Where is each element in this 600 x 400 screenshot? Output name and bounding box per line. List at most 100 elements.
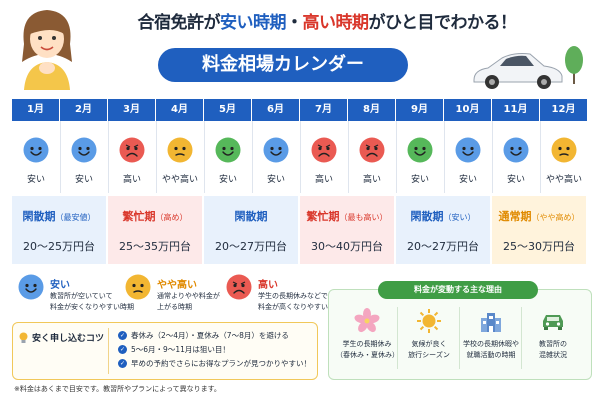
period-busy: 繁忙期（最も高い） 30～40万円台	[300, 196, 394, 264]
mascot-illustration	[16, 4, 78, 90]
tips-divider	[108, 328, 109, 374]
smile-face-icon	[71, 137, 97, 163]
title-part-0: 合宿免許が	[137, 13, 221, 33]
sad-face-icon	[311, 137, 337, 163]
legend-title: 安い	[50, 280, 70, 291]
reasons-title: 料金が変動する主な理由	[378, 281, 538, 299]
sad-face-icon	[359, 137, 385, 163]
page-title: 合宿免許が安い時期・高い時期がひと目でわかる！	[92, 8, 562, 33]
reason-label: 学校の長期休暇や 就職活動の時期	[460, 339, 522, 361]
reason-divider	[521, 307, 522, 369]
car-icon	[540, 308, 566, 334]
tip-item: 早めの予約でさらにお得なプランが見つかりやすい！	[131, 359, 311, 368]
month-header: 12月	[540, 99, 587, 121]
month-divider	[540, 121, 541, 193]
title-part-4: がひと目でわかる！	[368, 13, 518, 33]
month-price-level: やや高い	[161, 175, 198, 185]
tips-title: 安く申し込むコツ	[32, 334, 105, 344]
month-divider	[492, 121, 493, 193]
month-price-level: やや高い	[545, 175, 582, 185]
period-normal: 通常期（やや高め） 25～30万円台	[492, 196, 586, 264]
tip-item: 春休み（2～4月）・夏休み（7～8月）を避ける	[131, 331, 289, 340]
reason-label-line: 教習所の	[539, 340, 567, 348]
month-header: 9月	[396, 99, 443, 121]
neutral-face-icon	[167, 137, 193, 163]
smile-face-icon	[263, 137, 289, 163]
smile-face-icon	[215, 137, 241, 163]
reason-label: 教習所の 混雑状況	[522, 339, 584, 361]
period-name: 繁忙期	[122, 210, 156, 223]
month-header: 6月	[252, 99, 299, 121]
month-divider	[204, 121, 205, 193]
month-header: 4月	[156, 99, 203, 121]
legend-title: 高い	[258, 280, 278, 291]
month-header: 3月	[108, 99, 155, 121]
month-header: 7月	[300, 99, 347, 121]
reason-label-line: （春休み・夏休み）	[336, 351, 399, 359]
reason-label: 気候が良く 旅行シーズン	[398, 339, 460, 361]
footnote: ※料金はあくまで目安です。教習所やプランによって異なります。	[14, 385, 221, 393]
tips-box	[12, 322, 318, 380]
month-divider	[348, 121, 349, 193]
month-price-level: 安い	[458, 175, 477, 185]
month-header: 2月	[60, 99, 107, 121]
legend-description: 料金が高くなりやすい時期	[258, 303, 342, 311]
reason-label-line: 就職活動の時期	[466, 351, 516, 359]
month-header: 11月	[492, 99, 539, 121]
legend-description: 学生の長期休みなどで	[258, 292, 328, 300]
legend-description: 上がる時期	[157, 303, 192, 311]
month-divider	[396, 121, 397, 193]
sun-icon	[416, 308, 442, 334]
calendar-banner: 料金相場カレンダー	[158, 48, 408, 82]
legend-description: 通常よりやや料金が	[157, 292, 220, 300]
smile-face-icon	[18, 274, 44, 300]
period-price-range: 20～27万円台	[407, 240, 479, 253]
month-header: 8月	[348, 99, 395, 121]
title-part-3: 高い時期	[302, 13, 370, 33]
month-divider	[300, 121, 301, 193]
title-part-2: ・	[286, 13, 303, 33]
period-off: 閑散期（最安値） 20～25万円台	[12, 196, 106, 264]
period-busy: 繁忙期（高め） 25～35万円台	[108, 196, 202, 264]
month-price-level: 安い	[26, 175, 45, 185]
reason-label-line: 混雑状況	[539, 351, 567, 359]
lightbulb-icon	[18, 329, 29, 343]
period-note: （やや高め）	[531, 213, 580, 222]
month-price-level: 安い	[218, 175, 237, 185]
period-note: （最安値）	[55, 213, 96, 222]
legend-description: 教習所が空いていて	[50, 292, 113, 300]
smile-face-icon	[407, 137, 433, 163]
legend-description: 料金が安くなりやすい時期	[50, 303, 134, 311]
reason-label-line: 旅行シーズン	[408, 351, 450, 359]
tip-item: 5～6月・9～11月は狙い目！	[131, 345, 230, 354]
month-divider	[252, 121, 253, 193]
check-icon: ✓	[118, 359, 127, 368]
period-name: 繁忙期	[306, 210, 340, 223]
period-off: 閑散期 20～27万円台	[204, 196, 298, 264]
reasons-box	[328, 289, 592, 380]
neutral-face-icon	[125, 274, 151, 300]
month-price-level: 安い	[506, 175, 525, 185]
period-name: 閑散期	[22, 210, 56, 223]
period-name: 閑散期	[234, 210, 268, 223]
month-header: 5月	[204, 99, 251, 121]
smile-face-icon	[455, 137, 481, 163]
month-header: 1月	[12, 99, 59, 121]
sakura-icon	[354, 308, 380, 334]
month-divider	[444, 121, 445, 193]
neutral-face-icon	[551, 137, 577, 163]
period-price-range: 30～40万円台	[311, 240, 383, 253]
period-note: （安い）	[443, 213, 476, 222]
reason-label: 学生の長期休み （春休み・夏休み）	[336, 339, 399, 361]
check-icon: ✓	[118, 331, 127, 340]
month-divider	[108, 121, 109, 193]
car-illustration	[468, 44, 592, 94]
sad-face-icon	[119, 137, 145, 163]
month-price-level: 高い	[362, 175, 381, 185]
check-icon: ✓	[118, 345, 127, 354]
month-price-level: 安い	[266, 175, 285, 185]
school-icon	[478, 308, 504, 334]
month-price-level: 高い	[314, 175, 333, 185]
period-note: （高め）	[155, 213, 188, 222]
period-price-range: 25～35万円台	[119, 240, 191, 253]
